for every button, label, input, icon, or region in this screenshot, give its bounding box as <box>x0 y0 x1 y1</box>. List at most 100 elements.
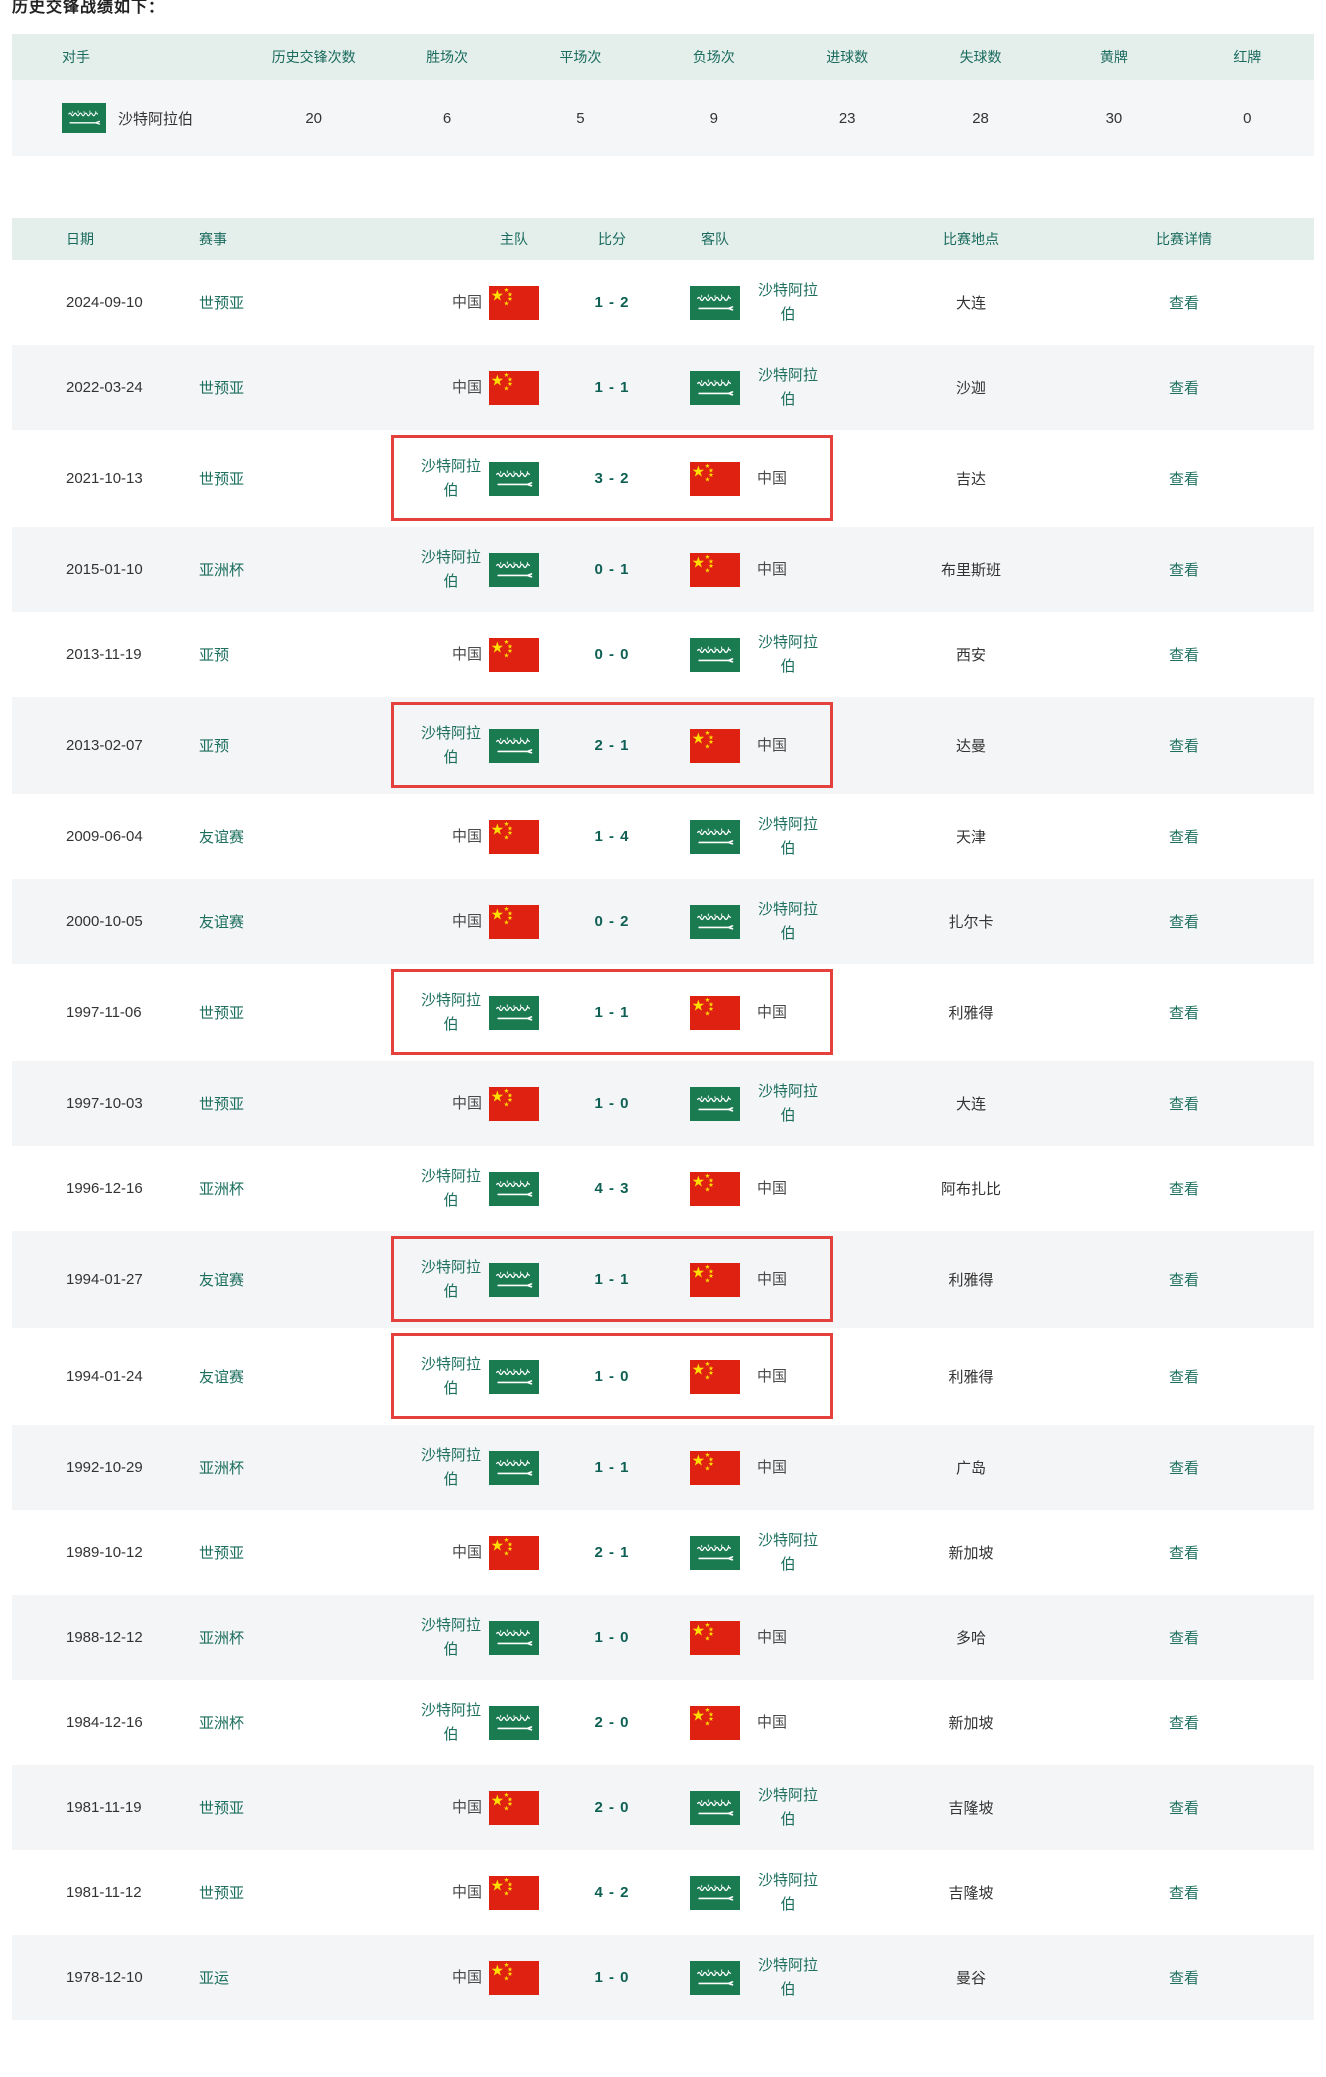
svg-text:★: ★ <box>708 739 714 746</box>
match-competition[interactable]: 亚洲杯 <box>199 1460 245 1477</box>
match-date: 1994-01-27 <box>66 1271 143 1288</box>
match-row: 1996-12-16 亚洲杯 沙特阿拉伯 4 - 3 ★ ★ ★ ★ ★ 中国 … <box>12 1146 1314 1231</box>
view-details-link[interactable]: 查看 <box>1168 1096 1199 1113</box>
svg-text:★: ★ <box>504 639 510 646</box>
match-competition[interactable]: 世预亚 <box>199 1005 245 1022</box>
view-details-link[interactable]: 查看 <box>1168 1800 1199 1817</box>
match-detail-cell: 查看 <box>1054 911 1314 932</box>
svg-text:★: ★ <box>491 639 504 656</box>
view-details-link[interactable]: 查看 <box>1168 380 1199 397</box>
match-competition[interactable]: 亚洲杯 <box>199 1630 245 1647</box>
svg-text:★: ★ <box>705 1707 711 1714</box>
match-venue: 达曼 <box>955 738 986 755</box>
header-away-team: 客队 <box>701 231 729 247</box>
match-competition[interactable]: 世预亚 <box>199 295 245 312</box>
saudi-flag-icon <box>690 904 740 939</box>
svg-text:★: ★ <box>507 291 513 298</box>
stat-red-cards: 0 <box>1243 109 1252 127</box>
svg-text:★: ★ <box>708 563 714 570</box>
away-team-flag <box>682 1875 748 1910</box>
view-details-link[interactable]: 查看 <box>1168 471 1199 488</box>
svg-text:★: ★ <box>507 1097 513 1104</box>
match-date: 2022-03-24 <box>66 379 143 396</box>
away-team-cell: 沙特阿拉伯 <box>748 1869 888 1917</box>
home-team-flag: ★ ★ ★ ★ ★ <box>486 1875 542 1910</box>
view-details-link[interactable]: 查看 <box>1168 1970 1199 1987</box>
match-competition[interactable]: 亚预 <box>199 647 230 664</box>
view-details-link[interactable]: 查看 <box>1168 295 1199 312</box>
match-competition[interactable]: 世预亚 <box>199 1096 245 1113</box>
match-date: 1997-11-06 <box>66 1004 142 1021</box>
home-team-name: 中国 <box>451 1094 482 1112</box>
match-detail-cell: 查看 <box>1054 1627 1314 1648</box>
home-team-cell: 中国 <box>320 825 486 849</box>
home-team-name: 中国 <box>451 293 482 311</box>
svg-text:★: ★ <box>507 1541 513 1548</box>
match-venue: 曼谷 <box>955 1970 986 1987</box>
match-competition[interactable]: 亚洲杯 <box>199 562 245 579</box>
away-team-cell: 中国 <box>748 558 888 582</box>
match-date: 1988-12-12 <box>66 1629 143 1646</box>
match-competition[interactable]: 世预亚 <box>199 471 245 488</box>
saudi-flag-icon <box>690 1535 740 1570</box>
saudi-flag-icon <box>62 103 106 133</box>
view-details-link[interactable]: 查看 <box>1168 1460 1199 1477</box>
view-details-link[interactable]: 查看 <box>1168 1885 1199 1902</box>
away-team-cell: 沙特阿拉伯 <box>748 898 888 946</box>
match-venue: 阿布扎比 <box>940 1181 1001 1198</box>
home-team-cell: 中国 <box>320 1541 486 1565</box>
match-venue: 大连 <box>955 295 986 312</box>
header-date: 日期 <box>66 231 94 247</box>
match-competition[interactable]: 友谊赛 <box>199 1272 245 1289</box>
home-team-flag <box>486 1450 542 1485</box>
match-date: 1989-10-12 <box>66 1544 143 1561</box>
match-date: 2013-11-19 <box>66 646 142 663</box>
svg-text:★: ★ <box>692 554 705 571</box>
match-competition[interactable]: 亚洲杯 <box>199 1715 245 1732</box>
match-competition[interactable]: 世预亚 <box>199 380 245 397</box>
home-team-name: 中国 <box>451 645 482 663</box>
view-details-link[interactable]: 查看 <box>1168 1181 1199 1198</box>
view-details-link[interactable]: 查看 <box>1168 829 1199 846</box>
match-competition[interactable]: 世预亚 <box>199 1800 245 1817</box>
view-details-link[interactable]: 查看 <box>1168 1005 1199 1022</box>
match-competition[interactable]: 世预亚 <box>199 1885 245 1902</box>
away-team-name: 中国 <box>757 469 788 487</box>
saudi-flag-icon <box>690 637 740 672</box>
match-score: 1 - 0 <box>594 1368 630 1385</box>
header-detail: 比赛详情 <box>1156 231 1212 247</box>
view-details-link[interactable]: 查看 <box>1168 1272 1199 1289</box>
away-team-cell: 沙特阿拉伯 <box>748 1784 888 1832</box>
view-details-link[interactable]: 查看 <box>1168 738 1199 755</box>
home-team-cell: 沙特阿拉伯 <box>320 722 486 770</box>
home-team-cell: 沙特阿拉伯 <box>320 455 486 503</box>
home-team-cell: 沙特阿拉伯 <box>320 1699 486 1747</box>
match-row: 1988-12-12 亚洲杯 沙特阿拉伯 1 - 0 ★ ★ ★ ★ ★ 中国 … <box>12 1595 1314 1680</box>
china-flag-icon: ★ ★ ★ ★ ★ <box>690 1450 740 1485</box>
saudi-flag-icon <box>489 1262 539 1297</box>
svg-text:★: ★ <box>491 821 504 838</box>
view-details-link[interactable]: 查看 <box>1168 914 1199 931</box>
view-details-link[interactable]: 查看 <box>1168 1545 1199 1562</box>
home-team-name: 沙特阿拉伯 <box>420 457 481 499</box>
away-team-cell: 中国 <box>748 1268 888 1292</box>
match-competition[interactable]: 友谊赛 <box>199 914 245 931</box>
match-competition[interactable]: 亚运 <box>199 1970 230 1987</box>
match-competition[interactable]: 友谊赛 <box>199 1369 245 1386</box>
match-score: 1 - 1 <box>594 1004 630 1021</box>
match-competition[interactable]: 亚洲杯 <box>199 1181 245 1198</box>
match-competition[interactable]: 友谊赛 <box>199 829 245 846</box>
china-flag-icon: ★ ★ ★ ★ ★ <box>690 1359 740 1394</box>
china-flag-icon: ★ ★ ★ ★ ★ <box>489 1086 539 1121</box>
view-details-link[interactable]: 查看 <box>1168 562 1199 579</box>
summary-header-opponent: 对手 <box>62 49 90 65</box>
svg-text:★: ★ <box>705 554 711 561</box>
match-competition[interactable]: 亚预 <box>199 738 230 755</box>
view-details-link[interactable]: 查看 <box>1168 1630 1199 1647</box>
view-details-link[interactable]: 查看 <box>1168 1369 1199 1386</box>
view-details-link[interactable]: 查看 <box>1168 1715 1199 1732</box>
summary-header-wins: 胜场次 <box>426 49 469 65</box>
view-details-link[interactable]: 查看 <box>1168 647 1199 664</box>
match-competition[interactable]: 世预亚 <box>199 1545 245 1562</box>
svg-text:★: ★ <box>692 997 705 1014</box>
